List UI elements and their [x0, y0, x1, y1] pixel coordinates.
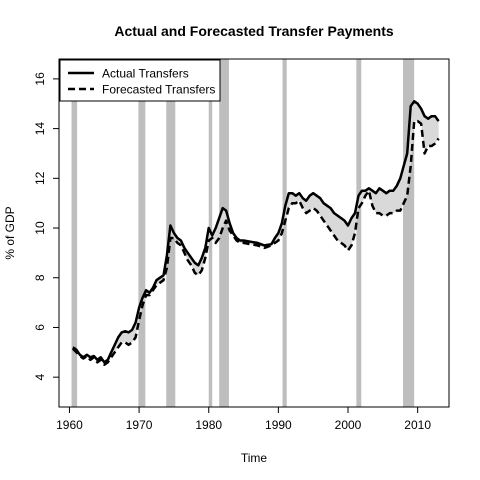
- x-tick-label: 1980: [195, 418, 222, 432]
- legend-label-actual: Actual Transfers: [102, 67, 189, 81]
- recession-band: [356, 59, 362, 407]
- y-tick-label: 12: [33, 171, 47, 185]
- y-tick-label: 10: [33, 221, 47, 235]
- y-tick-label: 16: [33, 72, 47, 86]
- recession-band: [219, 59, 229, 407]
- x-axis-label: Time: [241, 451, 268, 465]
- recession-band: [71, 59, 78, 407]
- x-axis: 1960 1970 1980 1990 2000 2010: [56, 406, 431, 432]
- x-tick-label: 1960: [56, 418, 83, 432]
- x-tick-label: 1970: [126, 418, 153, 432]
- legend: Actual Transfers Forecasted Transfers: [59, 59, 221, 102]
- y-axis: 4 6 8 10 12 14 16: [33, 72, 60, 381]
- x-tick-label: 2010: [404, 418, 431, 432]
- recession-band: [403, 59, 415, 407]
- series-line-forecast: [71, 119, 440, 366]
- x-tick-label: 2000: [335, 418, 362, 432]
- recession-band: [138, 59, 146, 407]
- y-tick-label: 4: [33, 374, 47, 381]
- y-axis-label: % of GDP: [3, 206, 17, 259]
- y-tick-label: 6: [33, 324, 47, 331]
- chart-title: Actual and Forecasted Transfer Payments: [114, 23, 394, 39]
- legend-box: [59, 59, 221, 102]
- series-line-actual: [72, 100, 440, 364]
- x-tick-label: 1990: [265, 418, 292, 432]
- y-tick-label: 8: [33, 274, 47, 281]
- recession-band: [282, 59, 287, 407]
- y-tick-label: 14: [33, 122, 47, 136]
- series-lines: [71, 100, 440, 366]
- legend-label-forecast: Forecasted Transfers: [102, 83, 215, 97]
